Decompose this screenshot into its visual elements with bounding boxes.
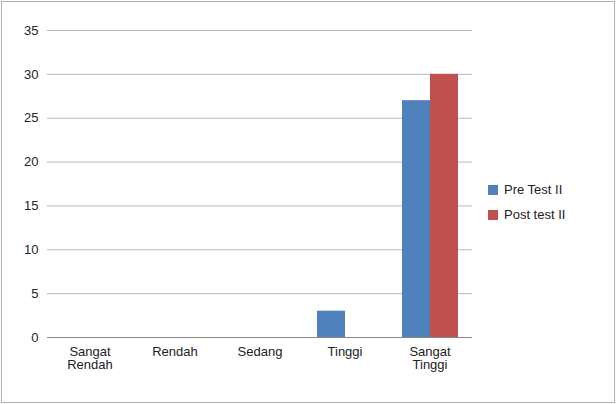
svg-text:10: 10: [24, 242, 38, 257]
svg-text:25: 25: [24, 110, 38, 125]
svg-text:20: 20: [24, 154, 38, 169]
svg-text:Sedang: Sedang: [238, 344, 283, 359]
svg-text:0: 0: [31, 330, 38, 345]
svg-text:Tinggi: Tinggi: [328, 344, 363, 359]
html-text:Post test II: Post test II: [504, 207, 566, 222]
svg-text:15: 15: [24, 198, 38, 213]
svg-text:35: 35: [24, 23, 38, 38]
html-text:Pre Test II: Pre Test II: [504, 182, 563, 197]
svg-text:5: 5: [31, 286, 38, 301]
svg-text:Rendah: Rendah: [152, 344, 198, 359]
svg-text:30: 30: [24, 67, 38, 82]
svg-text:SangatRendah: SangatRendah: [67, 344, 113, 372]
svg-text:SangatTinggi: SangatTinggi: [409, 344, 451, 372]
